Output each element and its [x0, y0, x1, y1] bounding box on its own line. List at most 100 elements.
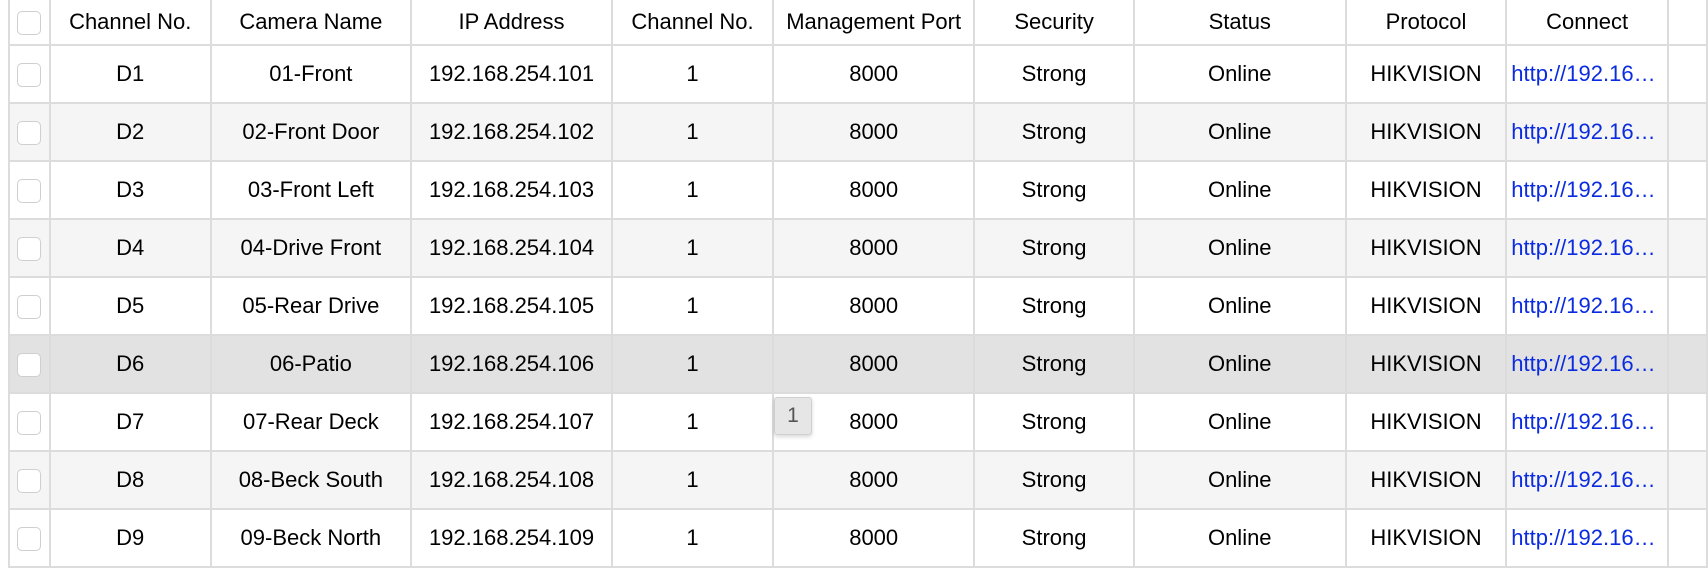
connect-link[interactable]: http://192.16…	[1511, 61, 1656, 86]
cell-connect[interactable]: http://192.16…	[1505, 276, 1669, 336]
row-select-cell[interactable]	[8, 508, 51, 568]
cell-port: 8000	[771, 44, 976, 104]
cell-channel: D1	[48, 44, 212, 104]
cell-name: 08-Beck South	[209, 450, 413, 510]
cell-connect[interactable]: http://192.16…	[1505, 218, 1669, 278]
cell-port: 8000	[771, 508, 976, 568]
row-checkbox[interactable]	[17, 63, 42, 88]
table-row[interactable]: D6 06-Patio 192.168.254.106 1 8000 Strong Onli…	[8, 334, 1708, 394]
cell-security: Strong	[973, 276, 1135, 336]
cell-port: 8000	[771, 450, 976, 510]
cell-name: 07-Rear Deck	[209, 392, 413, 452]
cell-connect[interactable]: http://192.16…	[1505, 334, 1669, 394]
cell-protocol: HIKVISION	[1344, 44, 1508, 104]
cell-protocol: HIKVISION	[1344, 334, 1508, 394]
table-row[interactable]: D8 08-Beck South 192.168.254.108 1 8000 Stron…	[8, 450, 1708, 510]
cell-connect[interactable]: http://192.16…	[1505, 392, 1669, 452]
cell-security: Strong	[973, 450, 1135, 510]
col-channel-no[interactable]: Channel No.	[48, 0, 212, 46]
row-checkbox[interactable]	[17, 121, 42, 146]
cell-channel: D4	[48, 218, 212, 278]
row-select-cell[interactable]	[8, 334, 51, 394]
row-select-cell[interactable]	[8, 218, 51, 278]
cell-security: Strong	[973, 508, 1135, 568]
row-checkbox[interactable]	[17, 469, 42, 494]
cell-ch: 1	[611, 160, 774, 220]
cell-ip: 192.168.254.101	[409, 44, 614, 104]
cell-name: 09-Beck North	[209, 508, 413, 568]
table-row[interactable]: D4 04-Drive Front 192.168.254.104 1 8000 Stro…	[8, 218, 1708, 278]
cell-connect[interactable]: http://192.16…	[1505, 102, 1669, 162]
row-checkbox[interactable]	[17, 237, 42, 262]
row-select-cell[interactable]	[8, 450, 51, 510]
cell-port: 8000	[771, 218, 976, 278]
table-row[interactable]: D5 05-Rear Drive 192.168.254.105 1 8000 Stron…	[8, 276, 1708, 336]
cell-status: Online	[1132, 450, 1347, 510]
connect-link[interactable]: http://192.16…	[1511, 235, 1656, 260]
col-connect[interactable]: Connect	[1505, 0, 1669, 46]
table-row[interactable]: D1 01-Front 192.168.254.101 1 8000 Strong Onli…	[8, 44, 1708, 104]
table-row[interactable]: D7 07-Rear Deck 192.168.254.107 1 8000 Strong…	[8, 392, 1708, 452]
col-security[interactable]: Security	[973, 0, 1135, 46]
cell-ch: 1	[611, 102, 774, 162]
cell-ip: 192.168.254.102	[409, 102, 614, 162]
select-all-cell[interactable]	[8, 0, 51, 46]
connect-link[interactable]: http://192.16…	[1511, 351, 1656, 376]
cell-ip: 192.168.254.107	[409, 392, 614, 452]
connect-link[interactable]: http://192.16…	[1511, 467, 1656, 492]
connect-link[interactable]: http://192.16…	[1511, 293, 1656, 318]
row-checkbox[interactable]	[17, 527, 42, 552]
cell-security: Strong	[973, 218, 1135, 278]
col-ip-address[interactable]: IP Address	[409, 0, 614, 46]
col-status[interactable]: Status	[1132, 0, 1347, 46]
row-select-cell[interactable]	[8, 276, 51, 336]
cell-connect[interactable]: http://192.16…	[1505, 44, 1669, 104]
row-select-cell[interactable]	[8, 392, 51, 452]
connect-link[interactable]: http://192.16…	[1511, 177, 1656, 202]
cell-security: Strong	[973, 102, 1135, 162]
cell-name: 01-Front	[209, 44, 413, 104]
cell-connect[interactable]: http://192.16…	[1505, 160, 1669, 220]
cell-port: 8000	[771, 102, 976, 162]
col-channel-no-2[interactable]: Channel No.	[611, 0, 774, 46]
cell-protocol: HIKVISION	[1344, 218, 1508, 278]
connect-link[interactable]: http://192.16…	[1511, 525, 1656, 550]
cell-extra	[1666, 392, 1708, 452]
col-management-port[interactable]: Management Port	[771, 0, 976, 46]
cell-status: Online	[1132, 508, 1347, 568]
table-row[interactable]: D3 03-Front Left 192.168.254.103 1 8000 Stron…	[8, 160, 1708, 220]
select-all-checkbox[interactable]	[17, 11, 42, 36]
cell-status: Online	[1132, 334, 1347, 394]
row-checkbox[interactable]	[17, 295, 42, 320]
row-select-cell[interactable]	[8, 102, 51, 162]
cell-extra	[1666, 102, 1708, 162]
row-checkbox[interactable]	[17, 411, 42, 436]
row-select-cell[interactable]	[8, 44, 51, 104]
cell-ip: 192.168.254.108	[409, 450, 614, 510]
connect-link[interactable]: http://192.16…	[1511, 409, 1656, 434]
cell-status: Online	[1132, 392, 1347, 452]
cell-connect[interactable]: http://192.16…	[1505, 508, 1669, 568]
tooltip: 1	[774, 397, 812, 435]
cell-port: 8000	[771, 276, 976, 336]
cell-status: Online	[1132, 44, 1347, 104]
col-camera-name[interactable]: Camera Name	[209, 0, 413, 46]
cell-ch: 1	[611, 44, 774, 104]
row-checkbox[interactable]	[17, 179, 42, 204]
cell-extra	[1666, 44, 1708, 104]
col-protocol[interactable]: Protocol	[1344, 0, 1508, 46]
row-checkbox[interactable]	[17, 353, 42, 378]
cell-ip: 192.168.254.109	[409, 508, 614, 568]
table-row[interactable]: D2 02-Front Door 192.168.254.102 1 8000 Stron…	[8, 102, 1708, 162]
cell-status: Online	[1132, 218, 1347, 278]
camera-table: Channel No. Camera Name IP Address Chann…	[8, 0, 1708, 568]
cell-channel: D3	[48, 160, 212, 220]
connect-link[interactable]: http://192.16…	[1511, 119, 1656, 144]
table-row[interactable]: D9 09-Beck North 192.168.254.109 1 8000 Stron…	[8, 508, 1708, 568]
cell-name: 02-Front Door	[209, 102, 413, 162]
cell-ch: 1	[611, 276, 774, 336]
cell-channel: D7	[48, 392, 212, 452]
cell-security: Strong	[973, 392, 1135, 452]
row-select-cell[interactable]	[8, 160, 51, 220]
cell-connect[interactable]: http://192.16…	[1505, 450, 1669, 510]
